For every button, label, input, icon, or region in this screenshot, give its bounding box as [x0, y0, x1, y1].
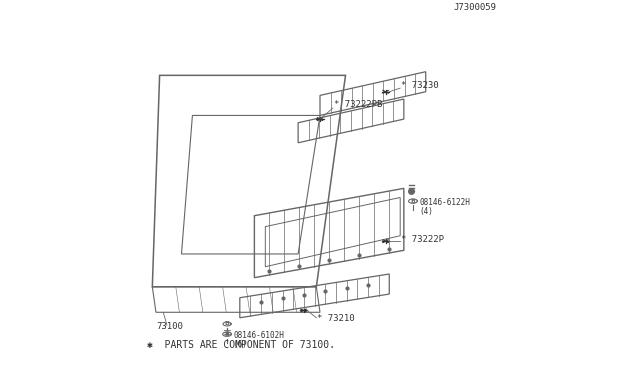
Text: 08146-6122H: 08146-6122H — [419, 198, 470, 208]
Text: * 73222P: * 73222P — [401, 235, 444, 244]
Text: 73100: 73100 — [156, 323, 183, 331]
Text: B: B — [225, 332, 230, 337]
Text: (6): (6) — [234, 340, 248, 349]
Text: B: B — [225, 321, 230, 327]
Text: * 73222PB: * 73222PB — [334, 100, 382, 109]
Text: * 73210: * 73210 — [317, 314, 355, 323]
Text: * 73230: * 73230 — [401, 81, 439, 90]
Text: B: B — [410, 199, 415, 203]
Text: 08146-6102H: 08146-6102H — [234, 331, 285, 340]
Text: (4): (4) — [419, 207, 433, 216]
Text: ✱  PARTS ARE COMPONENT OF 73100.: ✱ PARTS ARE COMPONENT OF 73100. — [147, 340, 335, 350]
Text: J7300059: J7300059 — [454, 3, 497, 12]
